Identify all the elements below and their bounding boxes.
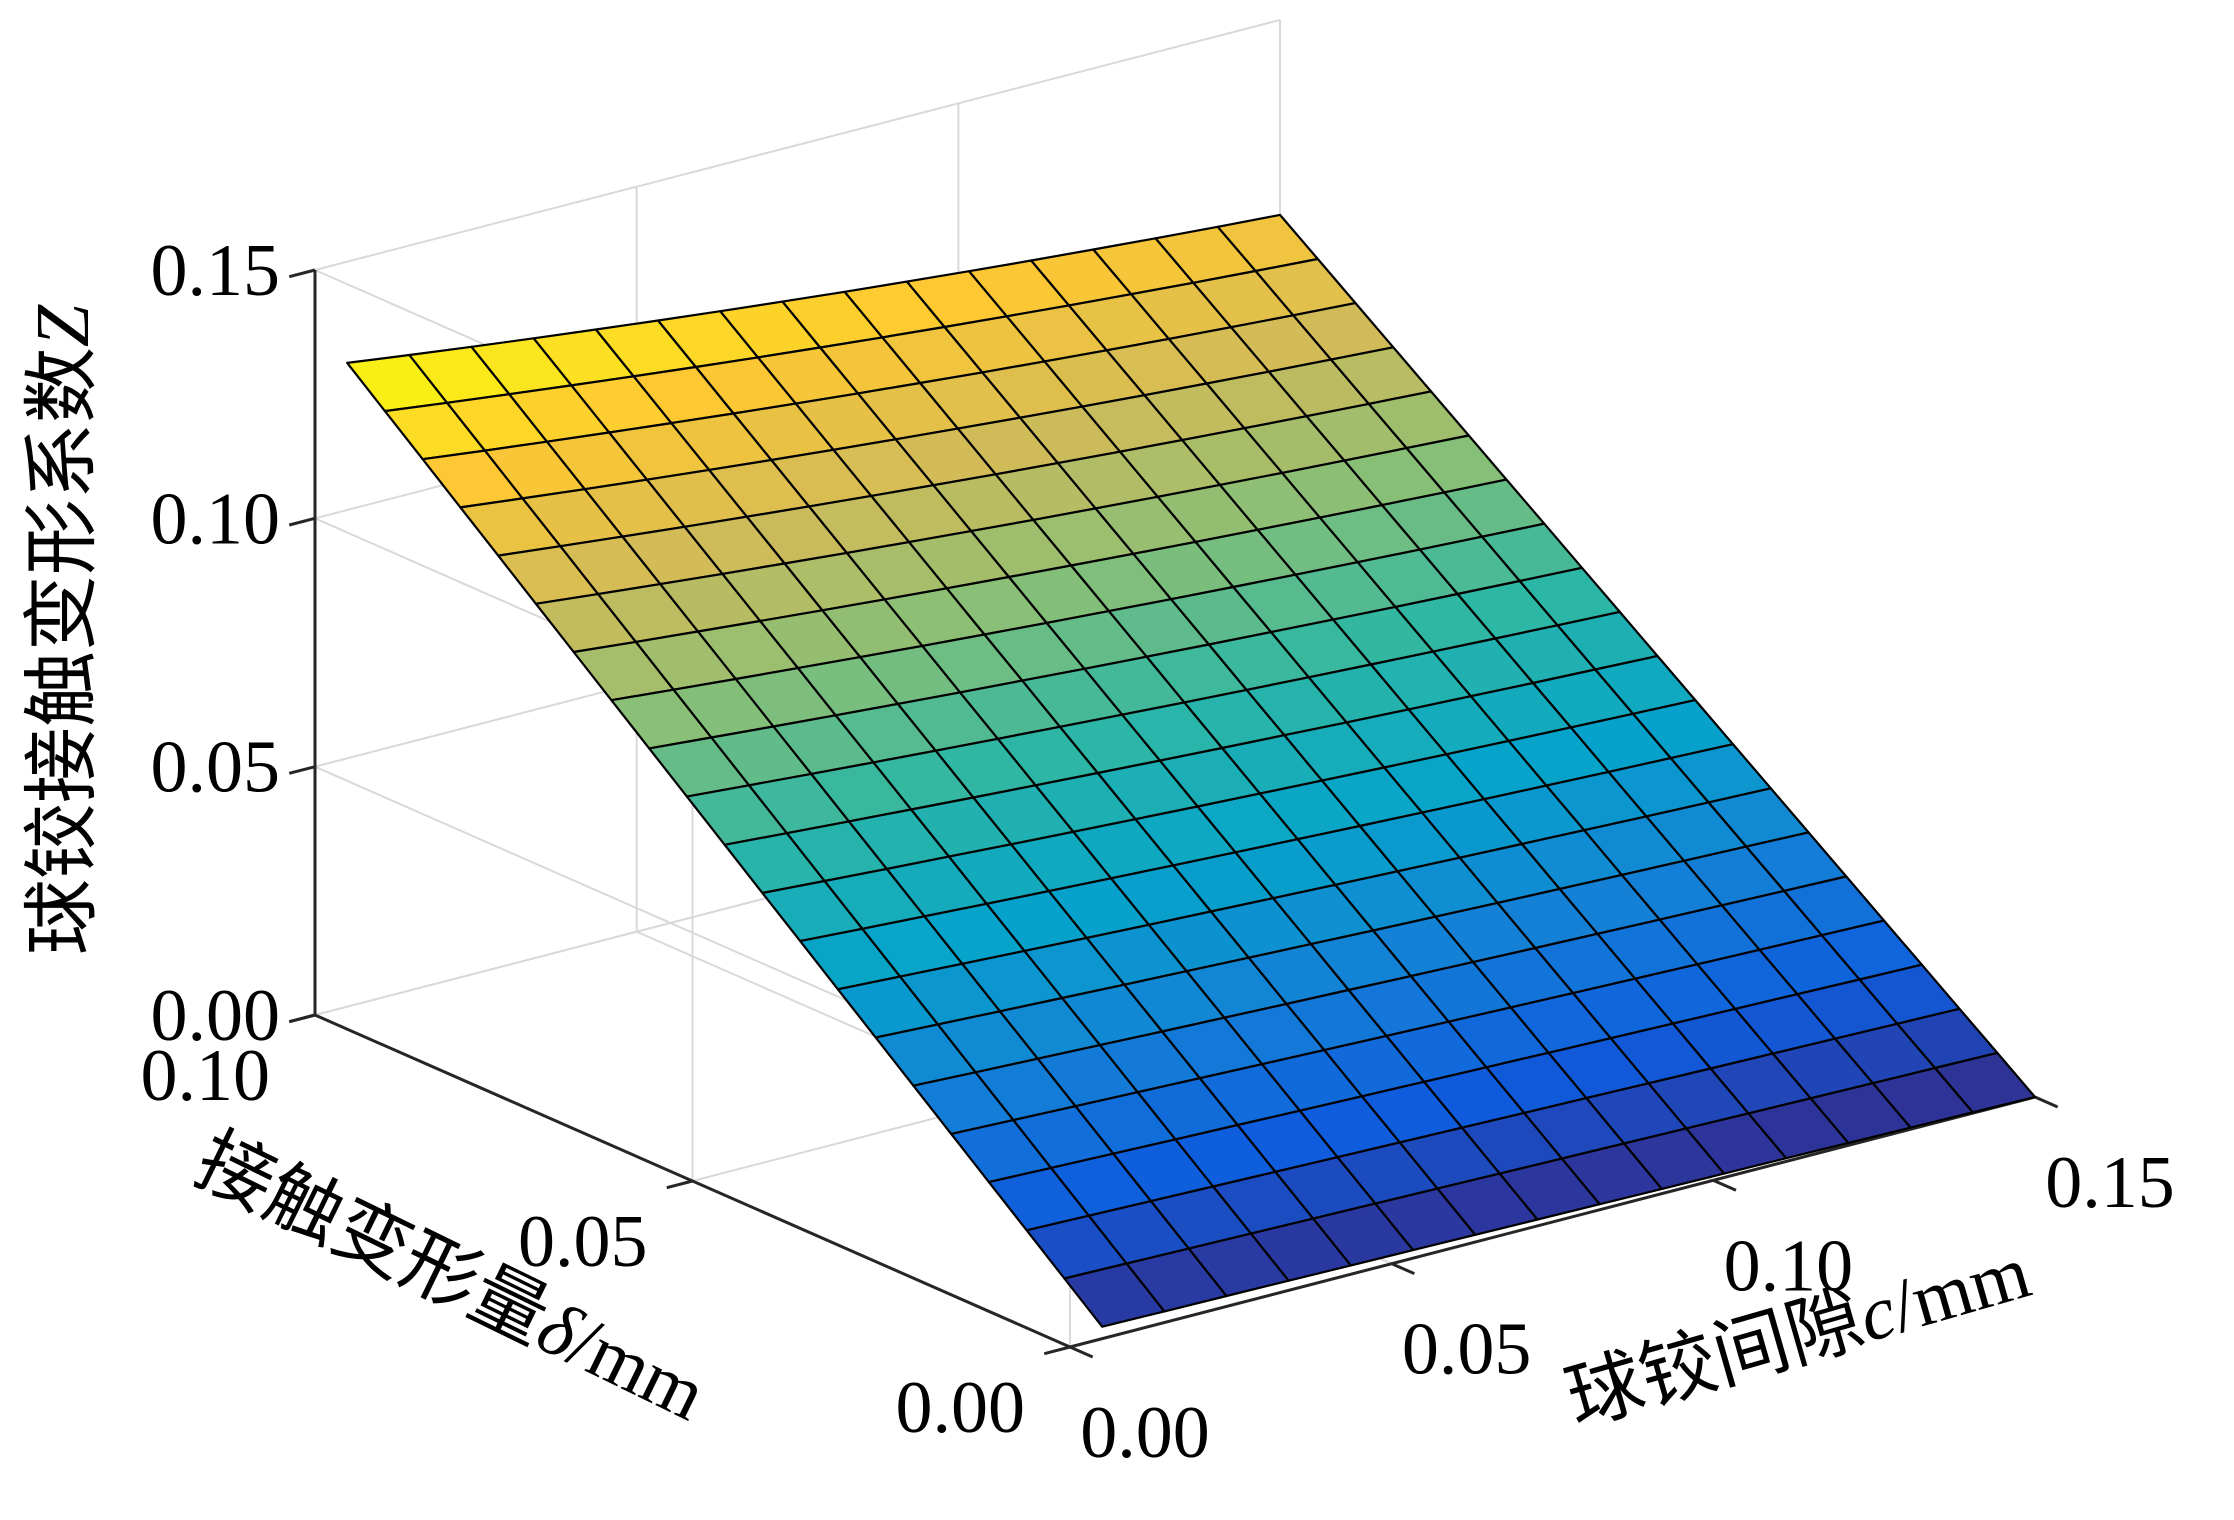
grid-line bbox=[314, 19, 1281, 271]
x-tick-mark bbox=[1069, 1345, 1094, 1359]
y-tick-mark bbox=[1043, 1345, 1071, 1356]
x-tick-mark bbox=[1712, 1178, 1737, 1192]
surface-cell bbox=[1933, 1051, 2037, 1114]
tick-labels: 0.000.050.100.150.000.050.100.000.050.10… bbox=[141, 230, 2175, 1474]
z-tick-label: 0.10 bbox=[151, 478, 281, 560]
x-tick-mark bbox=[2034, 1095, 2059, 1109]
axis-lines bbox=[288, 268, 2059, 1359]
z-tick-mark bbox=[288, 516, 316, 527]
y-tick-label: 0.05 bbox=[518, 1201, 648, 1283]
x-tick-label: 0.05 bbox=[1402, 1309, 1532, 1391]
z-tick-label: 0.15 bbox=[151, 230, 281, 312]
z-tick-mark bbox=[288, 268, 316, 279]
surface-mesh bbox=[346, 213, 2037, 1328]
y-tick-mark bbox=[666, 1179, 693, 1190]
z-axis-label: 球铰接触变形系数Z bbox=[21, 304, 105, 955]
x-tick-label: 0.15 bbox=[2045, 1142, 2175, 1224]
z-tick-label: 0.05 bbox=[151, 727, 281, 809]
z-tick-label: 0.00 bbox=[151, 975, 281, 1057]
x-axis-line bbox=[1069, 1095, 2036, 1349]
x-tick-label: 0.10 bbox=[1724, 1225, 1854, 1307]
y-tick-label: 0.00 bbox=[896, 1367, 1026, 1449]
x-tick-label: 0.00 bbox=[1080, 1392, 1210, 1474]
y-tick-label: 0.10 bbox=[141, 1035, 271, 1117]
z-tick-mark bbox=[288, 765, 316, 775]
z-tick-mark bbox=[288, 1013, 316, 1024]
x-tick-mark bbox=[1391, 1262, 1415, 1275]
